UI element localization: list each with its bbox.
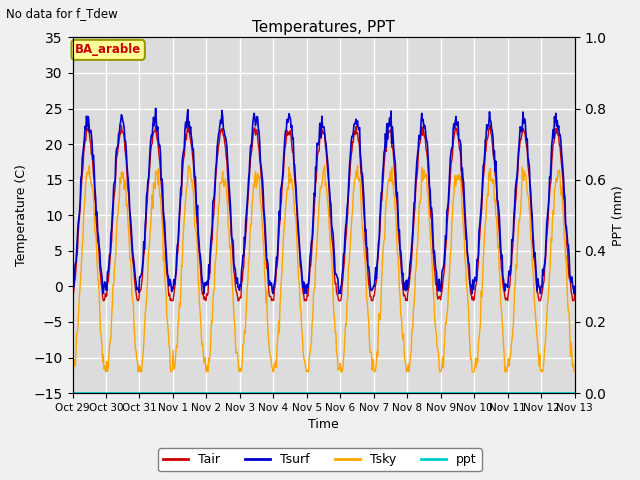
Tsky [385, 176, 393, 182]
Tair [401, 291, 408, 297]
ppt [571, 390, 579, 396]
Tair [209, 236, 216, 242]
Text: BA_arable: BA_arable [75, 43, 141, 56]
ppt [385, 390, 392, 396]
X-axis label: Time: Time [308, 419, 339, 432]
Y-axis label: PPT (mm): PPT (mm) [612, 185, 625, 246]
Title: Temperatures, PPT: Temperatures, PPT [252, 20, 395, 35]
ppt [399, 390, 407, 396]
Tsurf [182, 120, 189, 125]
Tair [99, 298, 107, 303]
ppt [78, 390, 86, 396]
Tsurf [78, 173, 86, 179]
Tair [84, 122, 92, 128]
Tsurf [401, 280, 408, 286]
ppt [129, 390, 137, 396]
Line: Tair: Tair [72, 125, 575, 300]
Legend: Tair, Tsurf, Tsky, ppt: Tair, Tsurf, Tsky, ppt [158, 448, 482, 471]
Y-axis label: Temperature (C): Temperature (C) [15, 164, 28, 266]
Tsurf [152, 106, 159, 111]
Tsurf [571, 284, 579, 289]
Tsurf [68, 288, 76, 293]
ppt [180, 390, 188, 396]
Tsky [78, 258, 86, 264]
Tsurf [209, 222, 216, 228]
Tsurf [386, 115, 394, 121]
Tsurf [99, 290, 107, 296]
Tsky [68, 369, 76, 375]
Line: Tsurf: Tsurf [72, 108, 575, 293]
Tsky [130, 320, 138, 325]
Tsky [86, 163, 93, 168]
Tair [182, 132, 189, 138]
ppt [207, 390, 214, 396]
Tair [571, 290, 579, 296]
ppt [68, 390, 76, 396]
Tsky [181, 204, 189, 210]
Tsky [208, 317, 216, 323]
Tair [68, 290, 76, 296]
Tsurf [130, 260, 138, 265]
Line: Tsky: Tsky [72, 166, 575, 372]
Tair [131, 279, 138, 285]
Tair [78, 180, 86, 186]
Tair [386, 129, 394, 135]
Text: No data for f_Tdew: No data for f_Tdew [6, 7, 118, 20]
Tsky [400, 331, 408, 337]
Tsky [571, 369, 579, 375]
